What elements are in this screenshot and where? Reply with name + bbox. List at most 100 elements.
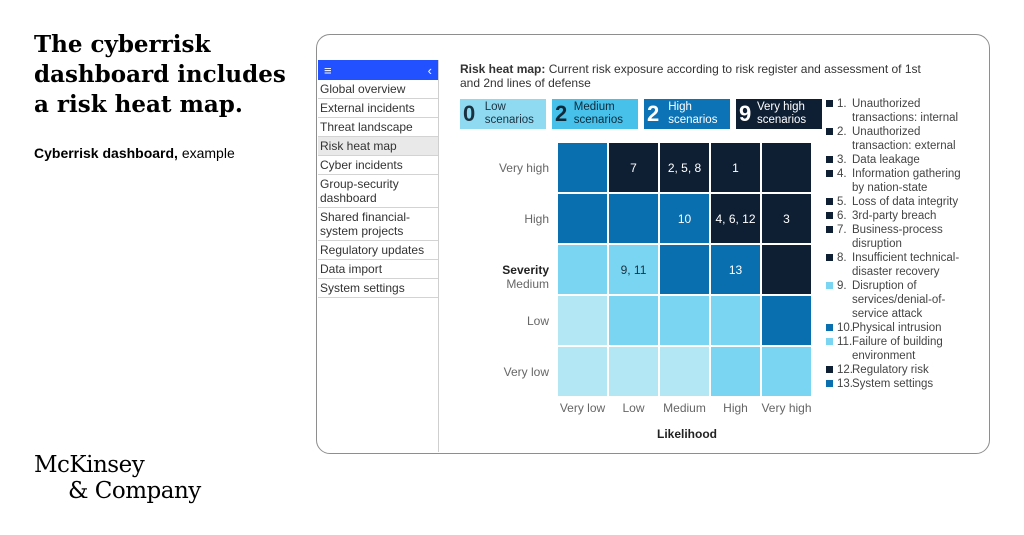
legend-number: 5. [837, 196, 847, 208]
company-logo: McKinsey & Company [34, 452, 201, 504]
heatmap-cell[interactable] [608, 193, 659, 244]
x-axis-title: Likelihood [657, 427, 717, 441]
legend-swatch [826, 100, 833, 107]
heatmap-cell[interactable]: 10 [659, 193, 710, 244]
legend-swatch [826, 324, 833, 331]
heatmap-cell[interactable] [710, 295, 761, 346]
legend-text: Unauthorized transactions: internal [852, 98, 959, 124]
page-title: The cyberrisk dashboard includes a risk … [34, 31, 286, 118]
heatmap-cell[interactable]: 4, 6, 12 [710, 193, 761, 244]
heatmap-cell[interactable]: 1 [710, 142, 761, 193]
sidebar-item-risk-heat-map[interactable]: Risk heat map [318, 137, 438, 156]
legend-text: Information gathering by nation-state [852, 168, 961, 194]
risk-legend: 1. Unauthorized transactions: internal 2. U… [826, 97, 976, 391]
y-tick-label: Very low [503, 365, 549, 379]
main-content: Risk heat map: Current risk exposure acc… [460, 62, 970, 90]
sidebar-item-external-incidents[interactable]: External incidents [318, 99, 438, 118]
sidebar-item-threat-landscape[interactable]: Threat landscape [318, 118, 438, 137]
legend-number: 12. [837, 364, 853, 376]
summary-med: 2 Medium scenarios [552, 99, 638, 129]
legend-item: 11. Failure of building environment [826, 335, 976, 363]
heatmap-cell[interactable]: 9, 11 [608, 244, 659, 295]
legend-text: Failure of building environment [852, 336, 943, 362]
legend-text: Loss of data integrity [852, 196, 959, 208]
legend-swatch [826, 366, 833, 373]
legend-item: 2. Unauthorized transaction: external [826, 125, 976, 153]
legend-text: Business-process disruption [852, 224, 943, 250]
summary-label: Medium scenarios [573, 101, 623, 126]
heatmap-heading: Risk heat map: Current risk exposure acc… [460, 62, 940, 90]
legend-swatch [826, 338, 833, 345]
summary-count: 0 [463, 101, 476, 126]
heatmap-cell[interactable] [761, 142, 812, 193]
x-tick-label: Very high [761, 401, 812, 415]
legend-text: System settings [852, 378, 934, 390]
logo-line1: McKinsey [34, 452, 145, 478]
legend-item: 10. Physical intrusion [826, 321, 976, 335]
heatmap-cell[interactable] [557, 193, 608, 244]
legend-number: 9. [837, 280, 847, 292]
legend-swatch [826, 170, 833, 177]
heatmap-cell[interactable] [659, 244, 710, 295]
legend-item: 8. Insufficient technical-disaster recove… [826, 251, 976, 279]
legend-text: Unauthorized transaction: external [852, 126, 956, 152]
y-tick-label: Severity Medium [502, 263, 549, 291]
legend-item: 1. Unauthorized transactions: internal [826, 97, 976, 125]
summary-high: 2 High scenarios [644, 99, 730, 129]
legend-swatch [826, 380, 833, 387]
legend-text: Physical intrusion [852, 322, 942, 334]
y-tick-label: High [524, 212, 549, 226]
x-tick-label: High [723, 401, 748, 415]
page-subtitle: Cyberrisk dashboard, example [34, 145, 235, 161]
x-tick-label: Medium [663, 401, 706, 415]
hamburger-icon[interactable]: ≡ [324, 62, 332, 78]
heatmap-cell[interactable] [557, 295, 608, 346]
legend-number: 13. [837, 378, 853, 390]
sidebar-item-shared-financial-system-projects[interactable]: Shared financial-system projects [318, 208, 438, 241]
legend-swatch [826, 156, 833, 163]
heatmap-cell[interactable]: 7 [608, 142, 659, 193]
heatmap-cell[interactable] [557, 244, 608, 295]
summary-count: 9 [739, 101, 752, 126]
subtitle-rest: example [177, 145, 235, 161]
legend-item: 5. Loss of data integrity [826, 195, 976, 209]
legend-swatch [826, 226, 833, 233]
sidebar-item-group-security-dashboard[interactable]: Group-security dashboard [318, 175, 438, 208]
heatmap-cell[interactable]: 2, 5, 8 [659, 142, 710, 193]
sidebar-header: ≡ ‹ [318, 60, 438, 80]
summary-row: 0 Low scenarios 2 Medium scenarios 2 High sce… [460, 99, 822, 129]
legend-item: 9. Disruption of services/denial-of-servi… [826, 279, 976, 321]
sidebar-item-system-settings[interactable]: System settings [318, 279, 438, 298]
heatmap-cell[interactable] [608, 346, 659, 397]
heatmap-cell[interactable] [659, 346, 710, 397]
sidebar-list: Global overview External incidents Threat … [318, 80, 438, 298]
legend-number: 10. [837, 322, 853, 334]
legend-number: 1. [837, 98, 847, 110]
heatmap-cell[interactable] [557, 142, 608, 193]
legend-text: Regulatory risk [852, 364, 929, 376]
heatmap-cell[interactable] [710, 346, 761, 397]
heatmap-cell[interactable] [761, 244, 812, 295]
heatmap-cell[interactable] [761, 295, 812, 346]
subtitle-bold: Cyberrisk dashboard, [34, 145, 178, 161]
chevron-left-icon[interactable]: ‹ [427, 62, 432, 78]
sidebar-item-cyber-incidents[interactable]: Cyber incidents [318, 156, 438, 175]
summary-vhigh: 9 Very high scenarios [736, 99, 822, 129]
legend-item: 13. System settings [826, 377, 976, 391]
summary-label: High scenarios [668, 101, 718, 126]
legend-number: 6. [837, 210, 847, 222]
legend-item: 6. 3rd-party breach [826, 209, 976, 223]
heatmap-cell[interactable] [761, 346, 812, 397]
legend-text: Data leakage [852, 154, 920, 166]
heatmap-cell[interactable] [608, 295, 659, 346]
legend-number: 4. [837, 168, 847, 180]
x-tick-label: Low [622, 401, 645, 415]
heatmap-cell[interactable]: 3 [761, 193, 812, 244]
heatmap-cell[interactable]: 13 [710, 244, 761, 295]
heatmap-cell[interactable] [557, 346, 608, 397]
sidebar-item-regulatory-updates[interactable]: Regulatory updates [318, 241, 438, 260]
legend-number: 8. [837, 252, 847, 264]
sidebar-item-data-import[interactable]: Data import [318, 260, 438, 279]
heatmap-cell[interactable] [659, 295, 710, 346]
sidebar-item-global-overview[interactable]: Global overview [318, 80, 438, 99]
